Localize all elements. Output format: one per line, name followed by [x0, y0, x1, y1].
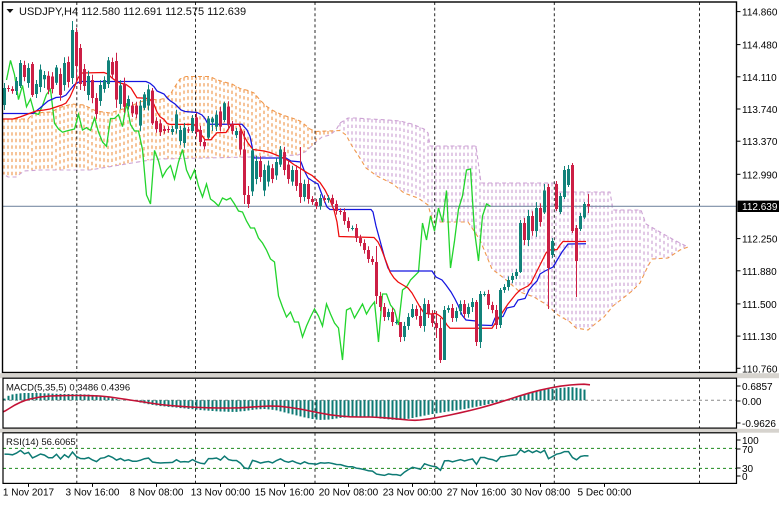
svg-text:20 Nov 08:00: 20 Nov 08:00: [319, 488, 379, 499]
svg-text:RSI(14) 56.6065: RSI(14) 56.6065: [6, 437, 76, 448]
svg-text:23 Nov 00:00: 23 Nov 00:00: [383, 488, 443, 499]
svg-text:114.860: 114.860: [742, 8, 778, 19]
svg-text:MACD(5,35,5) 0.3486 0.4396: MACD(5,35,5) 0.3486 0.4396: [6, 383, 130, 394]
svg-text:114.110: 114.110: [742, 73, 777, 84]
svg-text:0.6857: 0.6857: [742, 382, 773, 393]
svg-text:111.500: 111.500: [742, 300, 777, 311]
svg-text:3 Nov 16:00: 3 Nov 16:00: [66, 488, 120, 499]
svg-text:0: 0: [742, 472, 748, 483]
svg-text:113.740: 113.740: [742, 105, 778, 116]
svg-text:15 Nov 16:00: 15 Nov 16:00: [255, 488, 315, 499]
svg-text:USDJPY,H4 112.580 112.691 112.: USDJPY,H4 112.580 112.691 112.575 112.63…: [19, 6, 246, 18]
svg-text:27 Nov 16:00: 27 Nov 16:00: [447, 488, 507, 499]
svg-text:114.480: 114.480: [742, 41, 778, 52]
svg-text:112.990: 112.990: [742, 170, 778, 181]
svg-text:112.250: 112.250: [742, 235, 778, 246]
svg-text:-0.9626: -0.9626: [742, 419, 776, 430]
svg-text:111.130: 111.130: [742, 332, 777, 343]
svg-text:113.370: 113.370: [742, 137, 778, 148]
svg-text:0.00: 0.00: [742, 397, 762, 408]
svg-text:1 Nov 2017: 1 Nov 2017: [3, 488, 55, 499]
svg-text:5 Dec 00:00: 5 Dec 00:00: [578, 488, 632, 499]
svg-text:70: 70: [742, 445, 754, 456]
svg-text:112.639: 112.639: [742, 202, 778, 213]
svg-text:13 Nov 00:00: 13 Nov 00:00: [191, 488, 251, 499]
svg-text:30 Nov 08:00: 30 Nov 08:00: [511, 488, 571, 499]
svg-text:111.880: 111.880: [742, 267, 777, 278]
svg-text:8 Nov 08:00: 8 Nov 08:00: [130, 488, 184, 499]
